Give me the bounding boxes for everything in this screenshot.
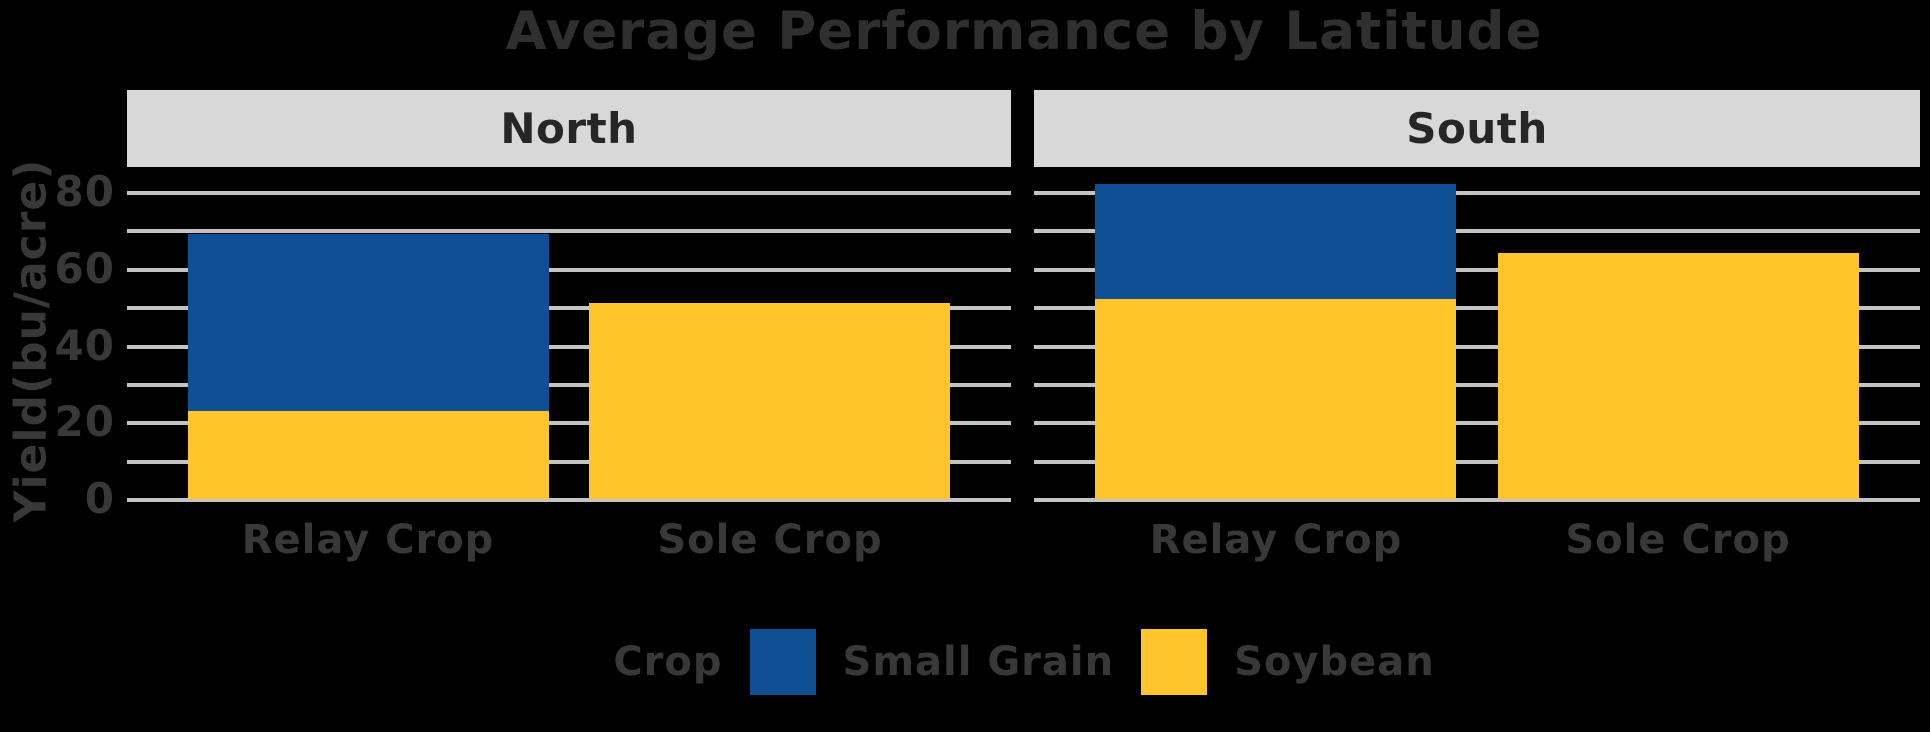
gridline-y20 <box>127 421 1011 425</box>
chart-title: Average Performance by Latitude <box>505 1 1543 62</box>
gridline-y70 <box>127 229 1011 233</box>
bar-segment-small-grain <box>1095 184 1456 299</box>
legend-label-small-grain: Small Grain <box>842 639 1115 685</box>
x-category-label: Sole Crop <box>1565 517 1791 563</box>
gridline-y80 <box>127 191 1011 195</box>
bar-segment-soybean <box>188 411 549 499</box>
y-tick-label: 60 <box>54 244 115 293</box>
bar-segment-small-grain <box>188 234 549 411</box>
gridline-y40 <box>127 345 1011 349</box>
gridline-y40 <box>1034 345 1920 349</box>
gridline-y20 <box>1034 421 1920 425</box>
gridline-y0 <box>127 498 1011 502</box>
gridline-y30 <box>1034 383 1920 387</box>
y-tick-label: 80 <box>54 167 115 216</box>
bar-segment-soybean <box>589 303 950 499</box>
x-category-label: Relay Crop <box>1149 517 1403 563</box>
gridline-y50 <box>127 306 1011 310</box>
y-tick-label: 0 <box>84 474 115 523</box>
bar-segment-soybean <box>1095 299 1456 499</box>
gridline-y10 <box>127 460 1011 464</box>
gridline-y50 <box>1034 306 1920 310</box>
x-category-label: Sole Crop <box>657 517 883 563</box>
facet-strip-south: South <box>1034 90 1920 167</box>
facet-strip-north: North <box>127 90 1011 167</box>
gridline-y80 <box>1034 191 1920 195</box>
legend-items: Small Grain Soybean <box>749 629 1435 695</box>
legend-label-soybean: Soybean <box>1234 639 1435 685</box>
legend: Crop Small Grain Soybean <box>118 629 1930 695</box>
y-tick-label: 40 <box>54 321 115 370</box>
gridline-y10 <box>1034 460 1920 464</box>
y-tick-label: 20 <box>54 397 115 446</box>
gridline-y0 <box>1034 498 1920 502</box>
legend-title: Crop <box>613 639 723 685</box>
bar-segment-soybean <box>1498 253 1859 499</box>
gridline-y60 <box>1034 268 1920 272</box>
legend-swatch-soybean <box>1141 629 1208 695</box>
gridline-y60 <box>127 268 1011 272</box>
x-category-label: Relay Crop <box>241 517 495 563</box>
legend-swatch-small-grain <box>749 629 816 695</box>
gridline-y70 <box>1034 229 1920 233</box>
gridline-y30 <box>127 383 1011 387</box>
